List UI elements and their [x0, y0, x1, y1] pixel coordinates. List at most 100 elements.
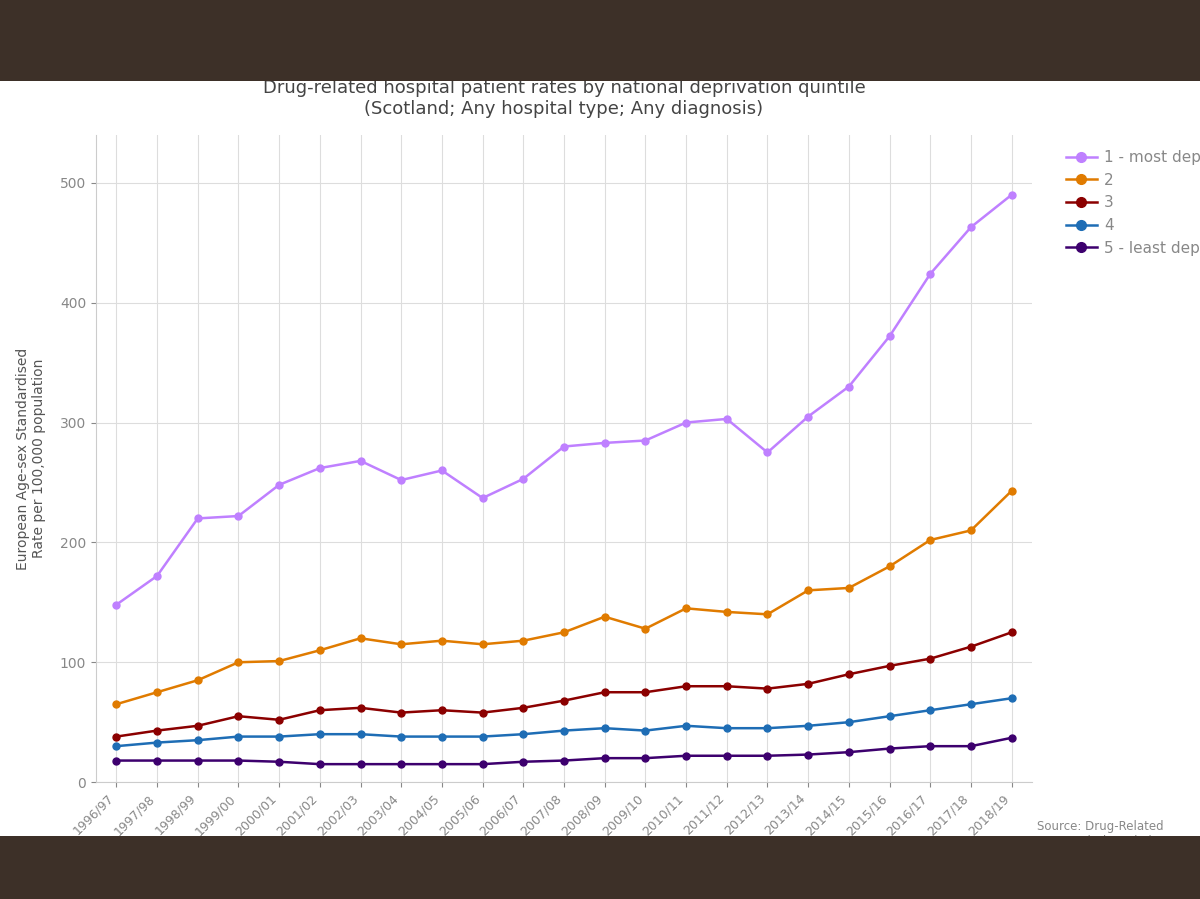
3: [516, 702, 530, 713]
5 - least deprived: [232, 755, 246, 766]
5 - least deprived: [923, 741, 937, 752]
Y-axis label: European Age-sex Standardised
Rate per 100,000 population: European Age-sex Standardised Rate per 1…: [16, 347, 46, 570]
2: [394, 639, 408, 650]
2: [638, 623, 653, 634]
2: [923, 535, 937, 546]
3: [150, 725, 164, 736]
4: [150, 737, 164, 748]
3: [761, 683, 775, 694]
4: [232, 731, 246, 742]
2: [191, 675, 205, 686]
1 - most deprived: [516, 474, 530, 485]
3: [434, 705, 449, 716]
2: [882, 561, 896, 572]
2: [232, 657, 246, 668]
3: [313, 705, 328, 716]
1 - most deprived: [434, 465, 449, 476]
1 - most deprived: [679, 417, 694, 428]
3: [964, 641, 978, 652]
4: [475, 731, 490, 742]
X-axis label: Financial year: Financial year: [506, 851, 622, 870]
3: [923, 654, 937, 664]
5 - least deprived: [557, 755, 571, 766]
1 - most deprived: [557, 441, 571, 452]
2: [841, 583, 856, 593]
4: [353, 729, 367, 740]
4: [557, 725, 571, 736]
1 - most deprived: [598, 438, 612, 449]
Text: Source: Drug-Related
Hospital Statistics
(PHS, 2020): Source: Drug-Related Hospital Statistics…: [1037, 820, 1164, 863]
1 - most deprived: [232, 511, 246, 521]
5 - least deprived: [353, 759, 367, 770]
4: [191, 734, 205, 745]
3: [109, 731, 124, 742]
5 - least deprived: [720, 751, 734, 761]
2: [761, 609, 775, 619]
5 - least deprived: [964, 741, 978, 752]
1 - most deprived: [923, 269, 937, 280]
2: [313, 645, 328, 655]
5 - least deprived: [475, 759, 490, 770]
3: [1004, 627, 1019, 637]
2: [516, 636, 530, 646]
Title: Drug-related hospital patient rates by national deprivation quintile
(Scotland; : Drug-related hospital patient rates by n…: [263, 79, 865, 118]
4: [761, 723, 775, 734]
Line: 4: 4: [113, 695, 1015, 750]
5 - least deprived: [1004, 733, 1019, 743]
4: [1004, 693, 1019, 704]
5 - least deprived: [191, 755, 205, 766]
5 - least deprived: [598, 752, 612, 763]
3: [475, 708, 490, 718]
5 - least deprived: [434, 759, 449, 770]
3: [841, 669, 856, 680]
3: [557, 695, 571, 706]
1 - most deprived: [109, 600, 124, 610]
3: [638, 687, 653, 698]
Legend: 1 - most deprived, 2, 3, 4, 5 - least deprived: 1 - most deprived, 2, 3, 4, 5 - least de…: [1058, 142, 1200, 263]
1 - most deprived: [313, 463, 328, 474]
4: [882, 711, 896, 722]
1 - most deprived: [638, 435, 653, 446]
1 - most deprived: [353, 456, 367, 467]
2: [1004, 485, 1019, 496]
2: [557, 627, 571, 637]
3: [272, 715, 287, 725]
5 - least deprived: [313, 759, 328, 770]
4: [800, 720, 815, 731]
5 - least deprived: [882, 743, 896, 754]
2: [964, 525, 978, 536]
1 - most deprived: [394, 475, 408, 485]
5 - least deprived: [272, 756, 287, 767]
5 - least deprived: [109, 755, 124, 766]
5 - least deprived: [800, 749, 815, 760]
Line: 1 - most deprived: 1 - most deprived: [113, 191, 1015, 609]
3: [720, 681, 734, 691]
1 - most deprived: [882, 331, 896, 342]
4: [516, 729, 530, 740]
2: [109, 699, 124, 709]
4: [272, 731, 287, 742]
1 - most deprived: [800, 411, 815, 422]
3: [353, 702, 367, 713]
4: [394, 731, 408, 742]
4: [964, 699, 978, 709]
2: [353, 633, 367, 644]
1 - most deprived: [841, 381, 856, 392]
5 - least deprived: [150, 755, 164, 766]
2: [150, 687, 164, 698]
4: [638, 725, 653, 736]
1 - most deprived: [1004, 190, 1019, 200]
3: [191, 720, 205, 731]
5 - least deprived: [761, 751, 775, 761]
1 - most deprived: [150, 571, 164, 582]
Line: 3: 3: [113, 628, 1015, 740]
5 - least deprived: [394, 759, 408, 770]
2: [598, 611, 612, 622]
3: [598, 687, 612, 698]
1 - most deprived: [272, 479, 287, 490]
1 - most deprived: [191, 513, 205, 524]
4: [841, 717, 856, 727]
1 - most deprived: [475, 493, 490, 503]
4: [679, 720, 694, 731]
1 - most deprived: [964, 222, 978, 233]
